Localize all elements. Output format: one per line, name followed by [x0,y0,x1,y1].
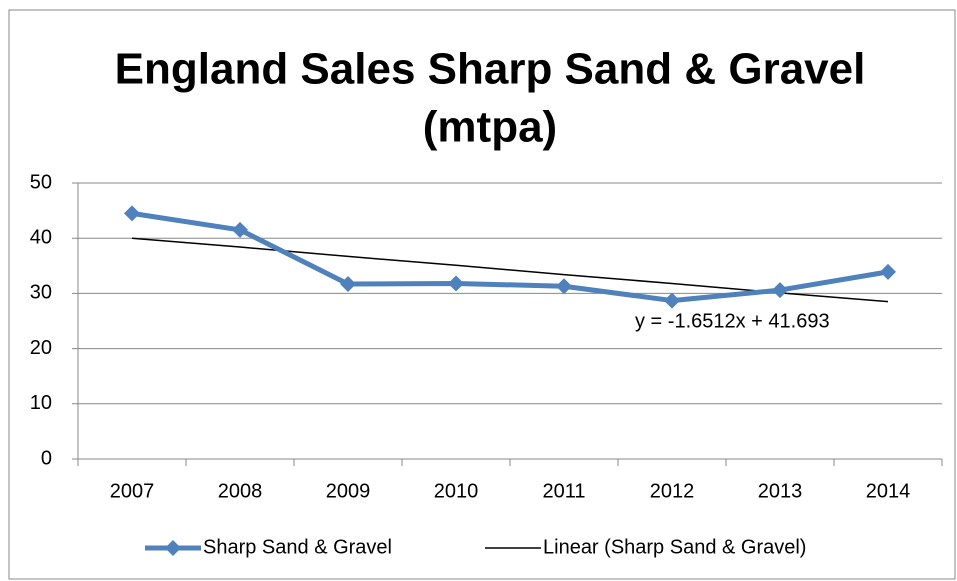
x-tick-label: 2013 [758,480,803,502]
x-tick-label: 2012 [650,480,695,502]
legend-label: Sharp Sand & Gravel [203,536,392,558]
data-point [448,275,464,292]
data-point [232,221,248,238]
data-point [772,282,788,299]
y-tick-label: 0 [41,447,52,469]
chart-title: England Sales Sharp Sand & Gravel [115,45,866,94]
legend-label: Linear (Sharp Sand & Gravel) [543,536,806,558]
y-tick-label: 40 [30,226,52,248]
x-tick-label: 2014 [866,480,911,502]
y-tick-label: 30 [30,282,52,304]
data-point [556,278,572,295]
data-point [340,276,356,293]
y-tick-label: 50 [30,171,52,193]
x-tick-label: 2009 [326,480,371,502]
x-tick-label: 2008 [218,480,263,502]
x-tick-label: 2007 [110,480,155,502]
trendline-equation: y = -1.6512x + 41.693 [635,310,830,332]
chart-title: (mtpa) [423,103,557,152]
y-tick-label: 20 [30,337,52,359]
data-line [131,210,889,304]
x-tick-label: 2011 [542,480,585,502]
data-point [664,292,680,309]
data-point [124,205,140,222]
legend-marker [165,540,181,556]
x-tick-label: 2010 [434,480,479,502]
data-point [880,263,896,280]
y-tick-label: 10 [30,392,52,414]
